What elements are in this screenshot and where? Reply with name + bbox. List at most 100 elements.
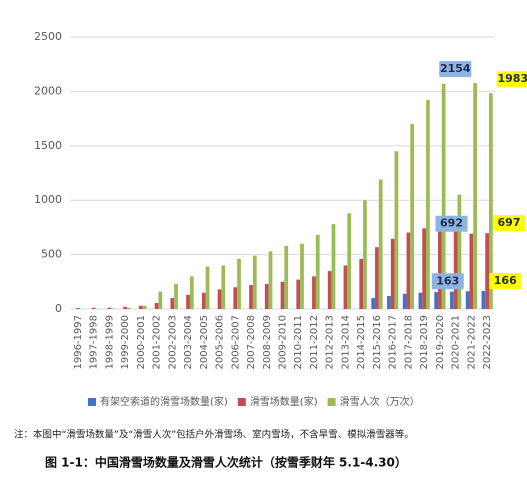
legend-label: 滑雪人次（万次） [340, 395, 420, 408]
x-tick-label: 2020-2021 [451, 315, 462, 370]
bar [387, 295, 391, 309]
x-tick-label: 2007-2008 [246, 315, 257, 370]
x-tick-label: 1998-1999 [104, 315, 115, 370]
x-tick-label: 2014-2015 [356, 315, 367, 370]
bar [453, 231, 458, 309]
bar [158, 291, 163, 309]
x-tick-label: 2016-2017 [388, 315, 399, 370]
bar [221, 265, 226, 309]
y-tick-label: 1000 [34, 193, 62, 206]
bar [375, 247, 379, 309]
x-tick-label: 2010-2011 [293, 315, 304, 370]
x-tick-label: 2004-2005 [199, 315, 210, 370]
bar [217, 289, 222, 309]
bar [189, 276, 194, 309]
bar [481, 290, 486, 309]
x-tick-label: 2006-2007 [230, 315, 241, 370]
caption: 图 1-1：中国滑雪场数量及滑雪人次统计（按雪季财年 5.1-4.30） [45, 455, 407, 470]
bar [201, 292, 206, 309]
bar [426, 100, 430, 309]
data-label: 2154 [440, 62, 471, 75]
data-label: 697 [498, 216, 521, 229]
x-tick-label: 1996-1997 [73, 315, 84, 370]
legend-swatch [237, 398, 246, 406]
bar [249, 285, 253, 309]
bar [138, 305, 143, 309]
legend-swatch [327, 398, 336, 406]
bar [363, 200, 367, 309]
bar [296, 279, 301, 309]
note: 注：本图中“滑雪场数量”及“滑雪人次”包括户外滑雪场、室内雪场，不含旱雪、模拟滑… [14, 429, 414, 441]
data-label-box [431, 273, 464, 290]
x-tick-label: 2000-2001 [136, 315, 147, 370]
bar [450, 291, 454, 309]
x-tick-label: 2017-2018 [403, 315, 414, 370]
data-label: 1983 [497, 72, 527, 85]
data-label-box [435, 215, 468, 232]
x-tick-label: 2019-2020 [435, 315, 446, 370]
data-label-box [493, 215, 526, 232]
bar [469, 233, 474, 309]
x-tick-label: 2013-2014 [340, 315, 351, 370]
x-tick-label: 2001-2002 [152, 315, 163, 370]
bar [485, 233, 490, 309]
bar [457, 194, 462, 309]
data-label: 166 [494, 274, 517, 287]
bar [343, 265, 348, 309]
bar [154, 303, 159, 309]
bar [205, 266, 210, 309]
bar [359, 258, 364, 309]
x-tick-label: 2012-2013 [325, 315, 336, 370]
bar [312, 276, 316, 309]
bar [394, 151, 399, 309]
bar [473, 83, 478, 310]
bar [331, 224, 336, 309]
bar [126, 307, 131, 309]
bar [438, 225, 442, 309]
bar [434, 292, 439, 309]
bar [111, 308, 115, 309]
data-label-box [496, 71, 527, 88]
bar [268, 251, 273, 309]
bar [371, 298, 376, 309]
x-tick-label: 1997-1998 [89, 315, 100, 370]
x-tick-label: 2021-2022 [466, 315, 477, 370]
y-tick-label: 500 [41, 248, 62, 261]
data-label: 692 [440, 217, 463, 230]
y-tick-label: 0 [55, 302, 62, 315]
bar [284, 245, 289, 309]
x-tick-label: 2011-2012 [309, 315, 320, 370]
bar [170, 298, 175, 309]
bar [252, 255, 257, 309]
x-tick-label: 2008-2009 [262, 315, 273, 370]
bar [410, 124, 415, 309]
x-tick-label: 2005-2006 [215, 315, 226, 370]
bar [300, 243, 304, 309]
bar [91, 307, 96, 309]
legend-swatch [88, 398, 96, 406]
bar [378, 179, 383, 309]
bar [233, 287, 238, 309]
bar [402, 293, 407, 309]
bar [315, 235, 320, 309]
bar [489, 93, 493, 309]
bar [390, 238, 395, 309]
x-tick-label: 1999-2000 [120, 315, 131, 370]
bar [174, 283, 178, 309]
bar [465, 291, 470, 309]
bar [75, 308, 80, 309]
x-tick-label: 2003-2004 [183, 315, 194, 370]
bar [142, 305, 147, 309]
bar [107, 307, 112, 309]
x-tick-label: 2018-2019 [419, 315, 430, 370]
bar [327, 271, 332, 309]
y-tick-label: 1500 [34, 139, 62, 152]
data-label-box [439, 61, 472, 78]
bar [264, 283, 269, 309]
x-tick-label: 2002-2003 [167, 315, 178, 370]
bar [418, 292, 423, 309]
y-tick-label: 2500 [34, 30, 62, 43]
bar [422, 228, 427, 309]
bar [123, 306, 127, 309]
